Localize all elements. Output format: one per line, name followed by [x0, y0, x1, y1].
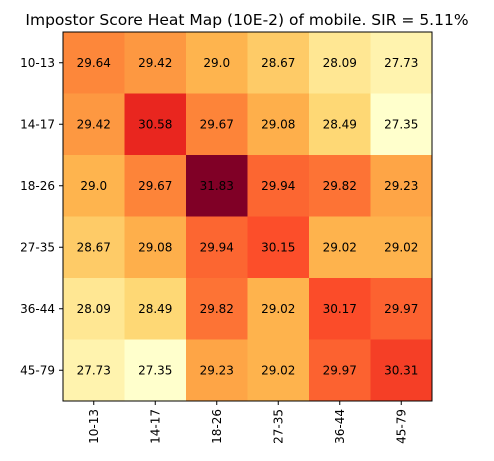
cell-value-label: 29.97 [323, 363, 357, 377]
heatmap-cell [370, 339, 433, 402]
cell-value-label: 29.0 [203, 56, 230, 70]
cell-value-label: 29.02 [384, 240, 418, 254]
heatmap-cell [186, 339, 248, 402]
x-tick-label: 10-13 [87, 409, 101, 444]
cell-value-label: 29.02 [261, 363, 295, 377]
x-tick-label: 45-79 [394, 409, 408, 444]
x-tick-label: 18-26 [210, 409, 224, 444]
cell-value-label: 29.02 [261, 302, 295, 316]
heatmap-cell [186, 93, 248, 156]
heatmap-cell [186, 216, 248, 279]
cell-value-label: 29.42 [138, 56, 172, 70]
heatmap-cell [247, 155, 310, 217]
cell-value-label: 29.94 [200, 240, 234, 254]
cell-value-label: 29.97 [384, 302, 418, 316]
heatmap-cell [370, 216, 433, 279]
chart-title: Impostor Score Heat Map (10E-2) of mobil… [25, 11, 468, 29]
cell-value-label: 27.35 [384, 117, 418, 131]
heatmap-cell [247, 339, 310, 402]
cell-value-label: 29.67 [200, 117, 234, 131]
cell-value-label: 30.58 [138, 117, 172, 131]
cell-value-label: 29.82 [323, 179, 357, 193]
cell-value-label: 28.49 [138, 302, 172, 316]
cell-value-label: 29.23 [200, 363, 234, 377]
cell-value-label: 29.0 [80, 179, 107, 193]
cell-value-label: 29.82 [200, 302, 234, 316]
y-tick-label: 18-26 [20, 179, 55, 193]
heatmap-cell [309, 93, 371, 156]
heatmap-cell [124, 32, 187, 94]
heatmap-cell [370, 278, 433, 340]
heatmap-cell [186, 32, 248, 94]
heatmap-cell [186, 278, 248, 340]
cell-value-label: 29.08 [138, 240, 172, 254]
cell-value-label: 27.73 [77, 363, 111, 377]
cell-value-label: 29.67 [138, 179, 172, 193]
y-tick-label: 27-35 [20, 240, 55, 254]
x-tick-label: 36-44 [333, 409, 347, 444]
heatmap-cell [247, 32, 310, 94]
heatmap-cell [124, 155, 187, 217]
y-tick-label: 14-17 [20, 117, 55, 131]
cell-value-label: 29.64 [77, 56, 111, 70]
heatmap-cell [124, 216, 187, 279]
heatmap-cell [124, 339, 187, 402]
heatmap-cell [186, 155, 248, 217]
y-tick-label: 10-13 [20, 56, 55, 70]
heatmap-cell [63, 93, 125, 156]
cell-value-label: 30.31 [384, 363, 418, 377]
heatmap-cell [309, 339, 371, 402]
heatmap-cell [370, 155, 433, 217]
cell-value-label: 28.67 [77, 240, 111, 254]
heatmap-cell [309, 32, 371, 94]
heatmap-cell [63, 339, 125, 402]
heatmap-cell [309, 216, 371, 279]
heatmap-cell [124, 278, 187, 340]
cell-value-label: 30.15 [261, 240, 295, 254]
heatmap-cell [247, 216, 310, 279]
heatmap-cell [63, 216, 125, 279]
cell-value-label: 28.09 [77, 302, 111, 316]
cell-value-label: 27.35 [138, 363, 172, 377]
cell-value-label: 30.17 [323, 302, 357, 316]
heatmap-cell [63, 32, 125, 94]
heatmap-cell [247, 278, 310, 340]
x-tick-label: 27-35 [271, 409, 285, 444]
heatmap-cell [370, 32, 433, 94]
heatmap-cell [63, 155, 125, 217]
cell-value-label: 28.67 [261, 56, 295, 70]
plot-frame [62, 31, 433, 402]
cell-value-label: 29.23 [384, 179, 418, 193]
cell-value-label: 29.94 [261, 179, 295, 193]
heatmap-cell-labels: 29.64 29.42 29.0 28.67 28.09 27.73 29.42 30.58 2… [77, 56, 419, 378]
heatmap-cell [63, 278, 125, 340]
cell-value-label: 29.02 [323, 240, 357, 254]
heatmap-cell [309, 155, 371, 217]
y-axis: 10-13 14-17 18-26 27-35 36-44 45-79 [20, 56, 63, 377]
heatmap-cell [124, 93, 187, 156]
x-axis: 10-13 14-17 18-26 27-35 36-44 45-79 [87, 401, 408, 444]
cell-value-label: 28.49 [323, 117, 357, 131]
heatmap-cell [247, 93, 310, 156]
cell-value-label: 27.73 [384, 56, 418, 70]
heatmap-cell [309, 278, 371, 340]
y-tick-label: 45-79 [20, 363, 55, 377]
cell-value-label: 29.42 [77, 117, 111, 131]
x-tick-label: 14-17 [148, 409, 162, 444]
cell-value-label: 31.83 [200, 179, 234, 193]
heatmap-cells [63, 32, 433, 402]
heatmap-cell [370, 93, 433, 156]
cell-value-label: 29.08 [261, 117, 295, 131]
cell-value-label: 28.09 [323, 56, 357, 70]
y-tick-label: 36-44 [20, 302, 55, 316]
